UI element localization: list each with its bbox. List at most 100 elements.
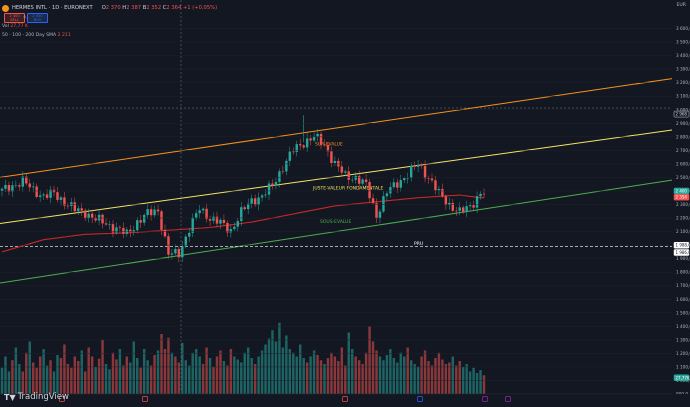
- candle-body: [160, 211, 163, 230]
- candle: [132, 225, 135, 236]
- symbol-logo-icon: [2, 4, 9, 12]
- candle: [420, 162, 423, 169]
- volume-legend[interactable]: Vol 27,77 K: [2, 24, 28, 29]
- volume-bar: [482, 375, 486, 394]
- candle: [136, 217, 139, 234]
- candle-body: [451, 202, 455, 211]
- candle: [219, 217, 222, 229]
- volume-bar: [208, 358, 212, 394]
- candle: [267, 180, 271, 200]
- candle-body: [389, 187, 392, 194]
- candle: [129, 224, 132, 238]
- candle: [201, 207, 205, 214]
- candle-body: [444, 196, 448, 205]
- candle-body: [174, 248, 177, 254]
- volume-bar: [240, 362, 243, 394]
- candle: [104, 218, 108, 226]
- candle: [271, 179, 274, 190]
- volume-bar: [344, 365, 347, 394]
- volume-bar: [312, 350, 316, 394]
- candle-body: [333, 160, 337, 164]
- volume-bar: [351, 349, 354, 394]
- volume-bar: [278, 322, 281, 394]
- volume-bar: [305, 362, 309, 394]
- volume-bar: [181, 343, 184, 394]
- candle: [38, 190, 42, 203]
- currency-label[interactable]: EUR: [676, 3, 686, 8]
- symbol-title[interactable]: HERMES INTL · 1D · EURONEXT: [12, 5, 93, 11]
- event-marker-icon: [342, 396, 348, 402]
- volume-bar: [465, 364, 468, 394]
- candle-body: [246, 203, 250, 210]
- volume-bar: [7, 371, 11, 394]
- candle-body: [274, 181, 278, 186]
- candle: [198, 205, 201, 219]
- price-axis[interactable]: 3 600,0 3 500,0 3 400,0 3 300,0 3 200,0 3 100…: [0, 26, 690, 397]
- volume-bar: [56, 355, 59, 394]
- volume-bar: [371, 341, 375, 394]
- candle-body: [49, 189, 52, 198]
- volume-bar: [18, 364, 21, 394]
- y-tick-label: 1 300,0: [676, 337, 690, 342]
- candle-body: [212, 216, 215, 221]
- volume-bar: [156, 350, 160, 394]
- candle: [292, 147, 295, 155]
- candle-body: [403, 178, 406, 181]
- tradingview-logo[interactable]: T▼ TradingView: [4, 392, 69, 402]
- candle-body: [63, 197, 66, 206]
- candle: [97, 209, 101, 226]
- price-marker-label: 27,77K: [676, 375, 690, 380]
- buy-button[interactable]: 2 400 BUY: [27, 13, 48, 23]
- volume-bar: [382, 360, 385, 394]
- pru-line[interactable]: PRU: [0, 241, 672, 247]
- volume-bar: [267, 338, 271, 394]
- candle: [361, 177, 364, 187]
- candle: [465, 200, 468, 218]
- volume-bar: [25, 352, 28, 394]
- candle: [139, 214, 142, 229]
- volume-bar: [257, 356, 260, 394]
- candle: [7, 181, 11, 196]
- candle: [153, 205, 156, 218]
- candle-body: [94, 217, 97, 221]
- volume-bar: [472, 367, 475, 394]
- volume-bar: [111, 352, 115, 394]
- candle: [312, 132, 316, 142]
- candle: [305, 133, 309, 153]
- candle-body: [285, 160, 288, 172]
- y-tick-label: 3 300,0: [676, 67, 690, 72]
- y-tick-label: 1 700,0: [676, 283, 690, 288]
- volume-bar: [191, 352, 194, 394]
- candle: [278, 168, 281, 188]
- candle: [122, 222, 125, 239]
- volume-bar: [59, 358, 63, 394]
- candle-body: [257, 197, 260, 205]
- candle: [59, 195, 63, 206]
- volume-bar: [233, 356, 236, 394]
- candle: [226, 220, 229, 237]
- volume-bar: [49, 360, 52, 394]
- candle-body: [430, 178, 434, 181]
- candle: [233, 222, 236, 231]
- volume-bar: [136, 358, 139, 394]
- candle-body: [240, 207, 243, 222]
- candle: [437, 185, 441, 196]
- volume-bar: [455, 365, 458, 394]
- volume-bar: [132, 341, 135, 394]
- time-axis[interactable]: [0, 393, 690, 407]
- candle: [246, 198, 250, 215]
- sell-button[interactable]: 2 400 SELL: [4, 13, 25, 23]
- candle-body: [455, 210, 458, 212]
- volume-bar: [357, 360, 361, 394]
- candle-body: [11, 185, 14, 192]
- sma-legend[interactable]: 50 · 100 · 200 Day SMA 2 211: [2, 33, 71, 38]
- candle: [461, 205, 465, 215]
- y-tick-label: 1 600,0: [676, 297, 690, 302]
- volume-bar: [167, 337, 170, 394]
- volume-bar: [219, 350, 222, 394]
- volume-bar: [4, 356, 7, 394]
- candle: [208, 215, 212, 227]
- volume-bar: [194, 349, 198, 394]
